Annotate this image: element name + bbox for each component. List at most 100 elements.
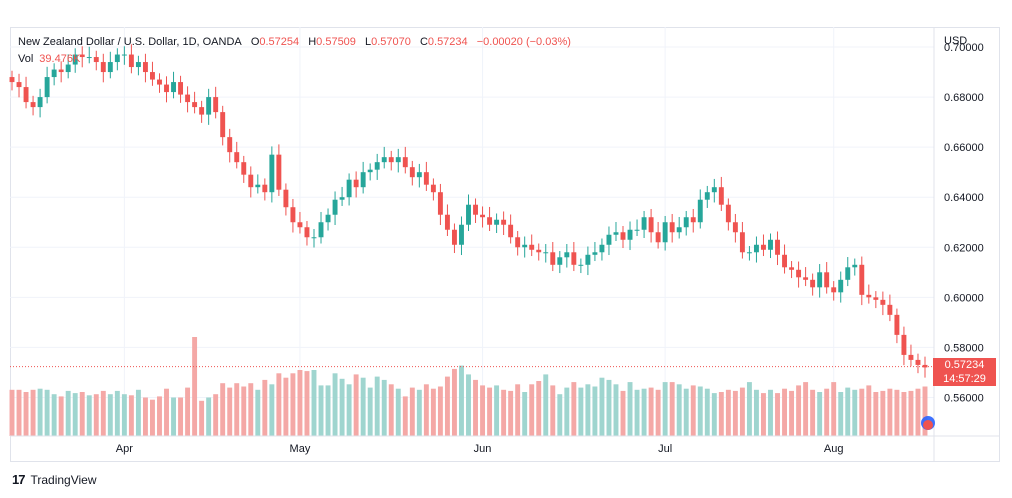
event-icon[interactable] — [921, 416, 935, 430]
volume-bar — [142, 397, 148, 436]
x-axis[interactable]: AprMayJunJulAugSep — [116, 443, 1012, 455]
y-axis[interactable]: 0.70000 0.68000 0.66000 0.64000 0.62000 0.600… — [944, 42, 984, 404]
candle-body — [360, 172, 366, 188]
candle-body — [290, 207, 296, 223]
candle-body — [599, 244, 605, 253]
volume-bar — [227, 387, 233, 436]
candle-body — [676, 227, 682, 233]
volume-bar — [459, 365, 464, 436]
volume-bar — [318, 385, 324, 436]
volume-bar — [157, 396, 162, 436]
candle-body — [192, 102, 198, 108]
volume-bar — [381, 379, 387, 436]
volume-bar — [199, 400, 205, 436]
volume-bar — [550, 385, 556, 436]
candle-body — [325, 214, 331, 223]
symbol-legend: New Zealand Dollar / U.S. Dollar, 1D, OA… — [18, 36, 577, 48]
volume-bar — [761, 393, 766, 436]
candle-body — [634, 229, 640, 231]
symbol-title[interactable]: New Zealand Dollar / U.S. Dollar, 1D, OA… — [18, 36, 242, 48]
volume-bar — [311, 370, 317, 436]
open-value: 0.57254 — [259, 36, 300, 48]
volume-bar — [683, 388, 689, 436]
candle-body — [23, 87, 29, 103]
y-tick-label: 0.62000 — [944, 242, 984, 254]
footer-brand[interactable]: TradingView — [30, 472, 97, 487]
candle-body — [395, 157, 401, 163]
candle-body — [199, 107, 205, 115]
candle-body — [185, 94, 191, 103]
volume-bar — [473, 379, 478, 436]
volume-bar — [374, 376, 380, 436]
candle-body — [241, 162, 247, 175]
volume-bar — [206, 397, 212, 436]
candle-body — [873, 297, 879, 300]
chart-frame[interactable] — [10, 27, 1000, 462]
volume-bars — [9, 337, 928, 436]
candle-body — [227, 137, 233, 153]
candle-body — [262, 184, 268, 193]
candle-body — [817, 272, 823, 288]
candle-body — [466, 204, 471, 225]
volume-bar — [817, 392, 823, 436]
candle-body — [803, 277, 809, 280]
candle-body — [128, 54, 134, 68]
candle-body — [346, 179, 352, 198]
volume-bar — [915, 388, 921, 436]
volume-bar — [571, 382, 577, 436]
volume-bar — [339, 378, 345, 436]
candle-body — [51, 69, 57, 78]
volume-legend: Vol 39.476K — [18, 53, 86, 65]
volume-bar — [641, 388, 647, 436]
volume-bar — [606, 379, 612, 436]
volume-bar — [620, 390, 626, 436]
volume-value: 39.476K — [39, 53, 81, 65]
close-value: 0.57234 — [427, 36, 468, 48]
candle-body — [718, 187, 724, 205]
volume-bar — [704, 388, 710, 436]
y-tick-label: 0.58000 — [944, 342, 984, 354]
volume-bar — [515, 384, 521, 436]
volume-label[interactable]: Vol — [18, 53, 34, 65]
candle-body — [508, 224, 514, 238]
volume-bar — [402, 396, 408, 436]
candle-body — [297, 222, 303, 228]
candle-body — [213, 97, 219, 113]
volume-bar — [585, 384, 591, 436]
candle-body — [459, 224, 464, 245]
candle-body — [388, 157, 394, 163]
volume-bar — [79, 392, 85, 436]
close-label: C — [419, 36, 428, 48]
volume-bar — [789, 390, 795, 436]
volume-bar — [16, 389, 22, 436]
candle-body — [789, 267, 795, 270]
tradingview-logo-icon[interactable]: 17 — [12, 472, 26, 487]
candle-body — [423, 172, 429, 185]
grid — [10, 27, 934, 436]
volume-bar — [255, 389, 261, 436]
volume-bar — [23, 392, 29, 436]
volume-bar — [669, 382, 675, 436]
volume-bar — [360, 377, 366, 436]
candle-body — [58, 69, 64, 73]
candle-body — [30, 102, 36, 108]
change-value: −0.00020 (−0.03%) — [476, 36, 571, 48]
candles — [9, 44, 928, 378]
candle-body — [150, 72, 155, 80]
candle-body — [332, 199, 338, 215]
volume-bar — [746, 382, 752, 436]
candle-body — [206, 97, 212, 115]
y-tick-label: 0.68000 — [944, 92, 984, 104]
open-label: O — [250, 36, 260, 48]
volume-bar — [782, 388, 787, 436]
volume-bar — [248, 383, 254, 436]
candle-body — [157, 79, 162, 85]
candle-body — [100, 62, 106, 73]
candle-body — [536, 249, 542, 253]
candle-body — [437, 192, 443, 215]
volume-bar — [332, 373, 338, 436]
volume-bar — [100, 390, 106, 436]
candle-body — [283, 189, 289, 208]
candle-body — [824, 272, 830, 288]
